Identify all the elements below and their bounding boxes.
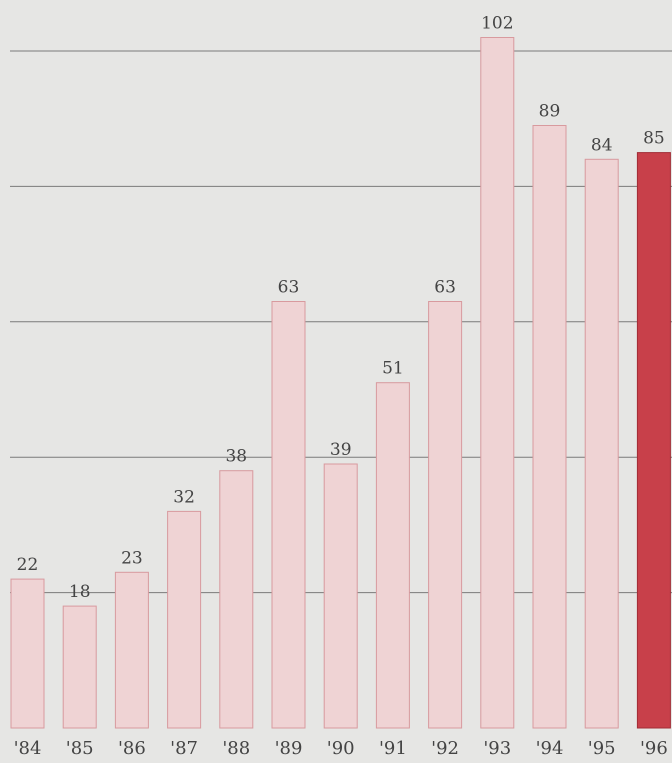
bar bbox=[375, 382, 410, 729]
data-label: 89 bbox=[539, 102, 561, 122]
bar bbox=[584, 158, 619, 729]
x-tick-label: '96 bbox=[640, 738, 668, 759]
bars bbox=[10, 37, 671, 729]
data-label: 85 bbox=[643, 129, 665, 149]
bar bbox=[62, 605, 97, 729]
x-tick-label: '84 bbox=[14, 738, 42, 759]
x-tick-label: '95 bbox=[588, 738, 616, 759]
bar bbox=[219, 470, 254, 729]
x-tick-label: '94 bbox=[536, 738, 564, 759]
data-label: 32 bbox=[173, 487, 195, 507]
bar bbox=[114, 571, 149, 729]
data-label: 23 bbox=[121, 548, 143, 568]
x-tick-label: '89 bbox=[275, 738, 303, 759]
x-tick-label: '92 bbox=[431, 738, 459, 759]
x-tick-label: '93 bbox=[483, 738, 511, 759]
data-labels: 22 18 23 32 38 63 39 51 63 102 89 84 85 bbox=[17, 14, 665, 603]
x-tick-label: '88 bbox=[222, 738, 250, 759]
data-label: 38 bbox=[225, 447, 247, 467]
x-tick-labels: '84 '85 '86 '87 '88 '89 '90 '91 '92 '93 '94 '95 '96 bbox=[14, 738, 668, 759]
data-label: 84 bbox=[591, 135, 613, 155]
bar bbox=[532, 125, 567, 729]
bar bbox=[480, 37, 515, 729]
x-tick-label: '87 bbox=[170, 738, 198, 759]
x-tick-label: '85 bbox=[66, 738, 94, 759]
bar bbox=[323, 463, 358, 729]
bar bbox=[271, 301, 306, 729]
bar bbox=[10, 578, 45, 729]
bar bbox=[428, 301, 463, 729]
data-label: 102 bbox=[481, 14, 513, 34]
bar bbox=[167, 510, 202, 729]
x-tick-label: '90 bbox=[327, 738, 355, 759]
data-label: 39 bbox=[330, 440, 352, 460]
data-label: 63 bbox=[434, 278, 456, 298]
data-label: 63 bbox=[278, 278, 300, 298]
bar-highlighted bbox=[636, 152, 671, 729]
x-tick-label: '86 bbox=[118, 738, 146, 759]
data-label: 22 bbox=[17, 555, 39, 575]
x-tick-label: '91 bbox=[379, 738, 407, 759]
data-label: 18 bbox=[69, 582, 91, 602]
data-label: 51 bbox=[382, 359, 404, 379]
